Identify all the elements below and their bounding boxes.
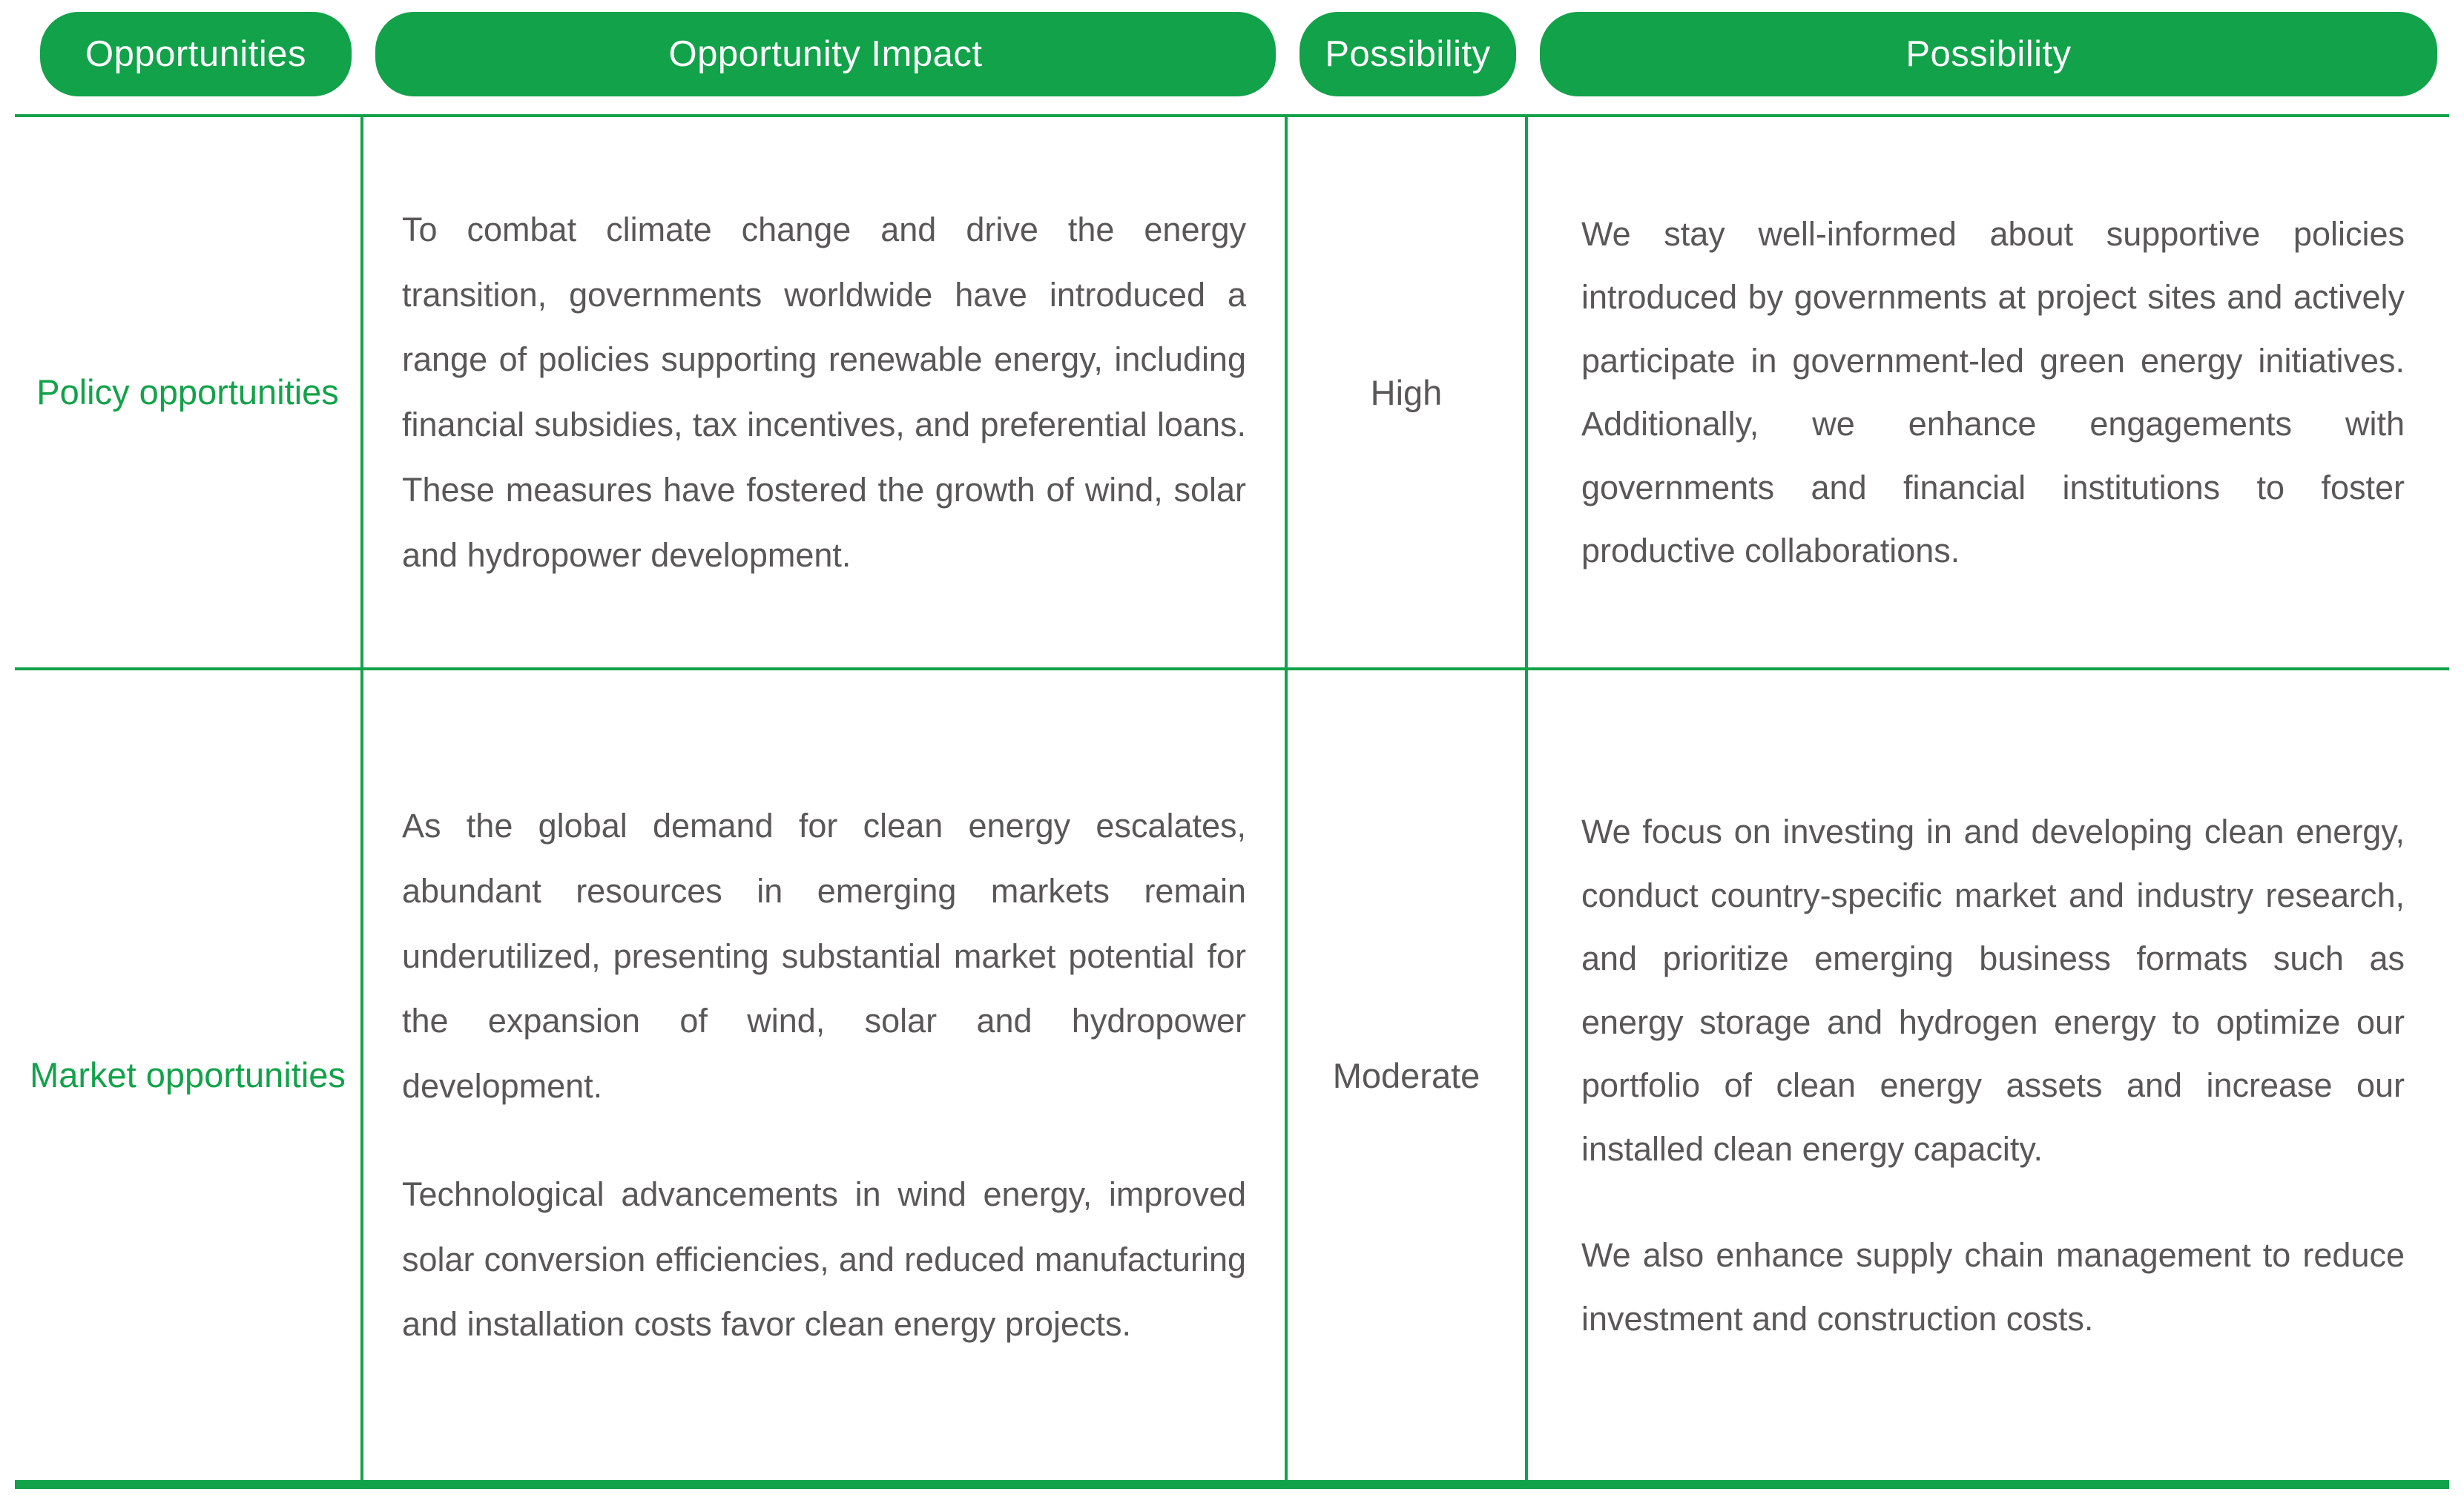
impact-paragraph: As the global demand for clean energy es… [402, 807, 1246, 1105]
possibility-level-cell: High [1288, 117, 1528, 667]
header-pill-opportunity-impact: Opportunity Impact [375, 12, 1276, 96]
category-label: Market opportunities [30, 1055, 346, 1095]
opportunity-impact-cell: As the global demand for clean energy es… [363, 670, 1288, 1480]
table-body: Policy opportunities To combat climate c… [15, 114, 2449, 1489]
header-cell-opportunities: Opportunities [15, 12, 363, 96]
response-paragraph: We also enhance supply chain management … [1581, 1236, 2405, 1338]
header-pill-possibility-2: Possibility [1540, 12, 2437, 96]
category-label: Policy opportunities [36, 372, 339, 412]
header-pill-possibility: Possibility [1299, 12, 1516, 96]
header-pill-opportunities: Opportunities [40, 12, 352, 96]
impact-paragraph: Technological advancements in wind energ… [402, 1175, 1246, 1344]
possibility-response-cell: We focus on investing in and developing … [1528, 670, 2449, 1480]
response-paragraph: We focus on investing in and developing … [1581, 813, 2405, 1168]
header-cell-possibility-2: Possibility [1528, 12, 2449, 96]
possibility-level: High [1370, 372, 1443, 412]
row-category: Policy opportunities [15, 117, 363, 667]
opportunity-impact-cell: To combat climate change and drive the e… [363, 117, 1288, 667]
table-header-row: Opportunities Opportunity Impact Possibi… [15, 12, 2449, 96]
row-category: Market opportunities [15, 670, 363, 1480]
table-row-market-opportunities: Market opportunities As the global deman… [15, 667, 2449, 1480]
possibility-response-cell: We stay well-informed about supportive p… [1528, 117, 2449, 667]
possibility-level-cell: Moderate [1288, 670, 1528, 1480]
table-row-policy-opportunities: Policy opportunities To combat climate c… [15, 117, 2449, 667]
impact-paragraph: To combat climate change and drive the e… [402, 210, 1246, 574]
opportunities-table: Opportunities Opportunity Impact Possibi… [15, 12, 2449, 1489]
possibility-level: Moderate [1332, 1055, 1480, 1095]
header-cell-possibility: Possibility [1288, 12, 1528, 96]
header-cell-opportunity-impact: Opportunity Impact [363, 12, 1288, 96]
response-paragraph: We stay well-informed about supportive p… [1581, 214, 2405, 570]
